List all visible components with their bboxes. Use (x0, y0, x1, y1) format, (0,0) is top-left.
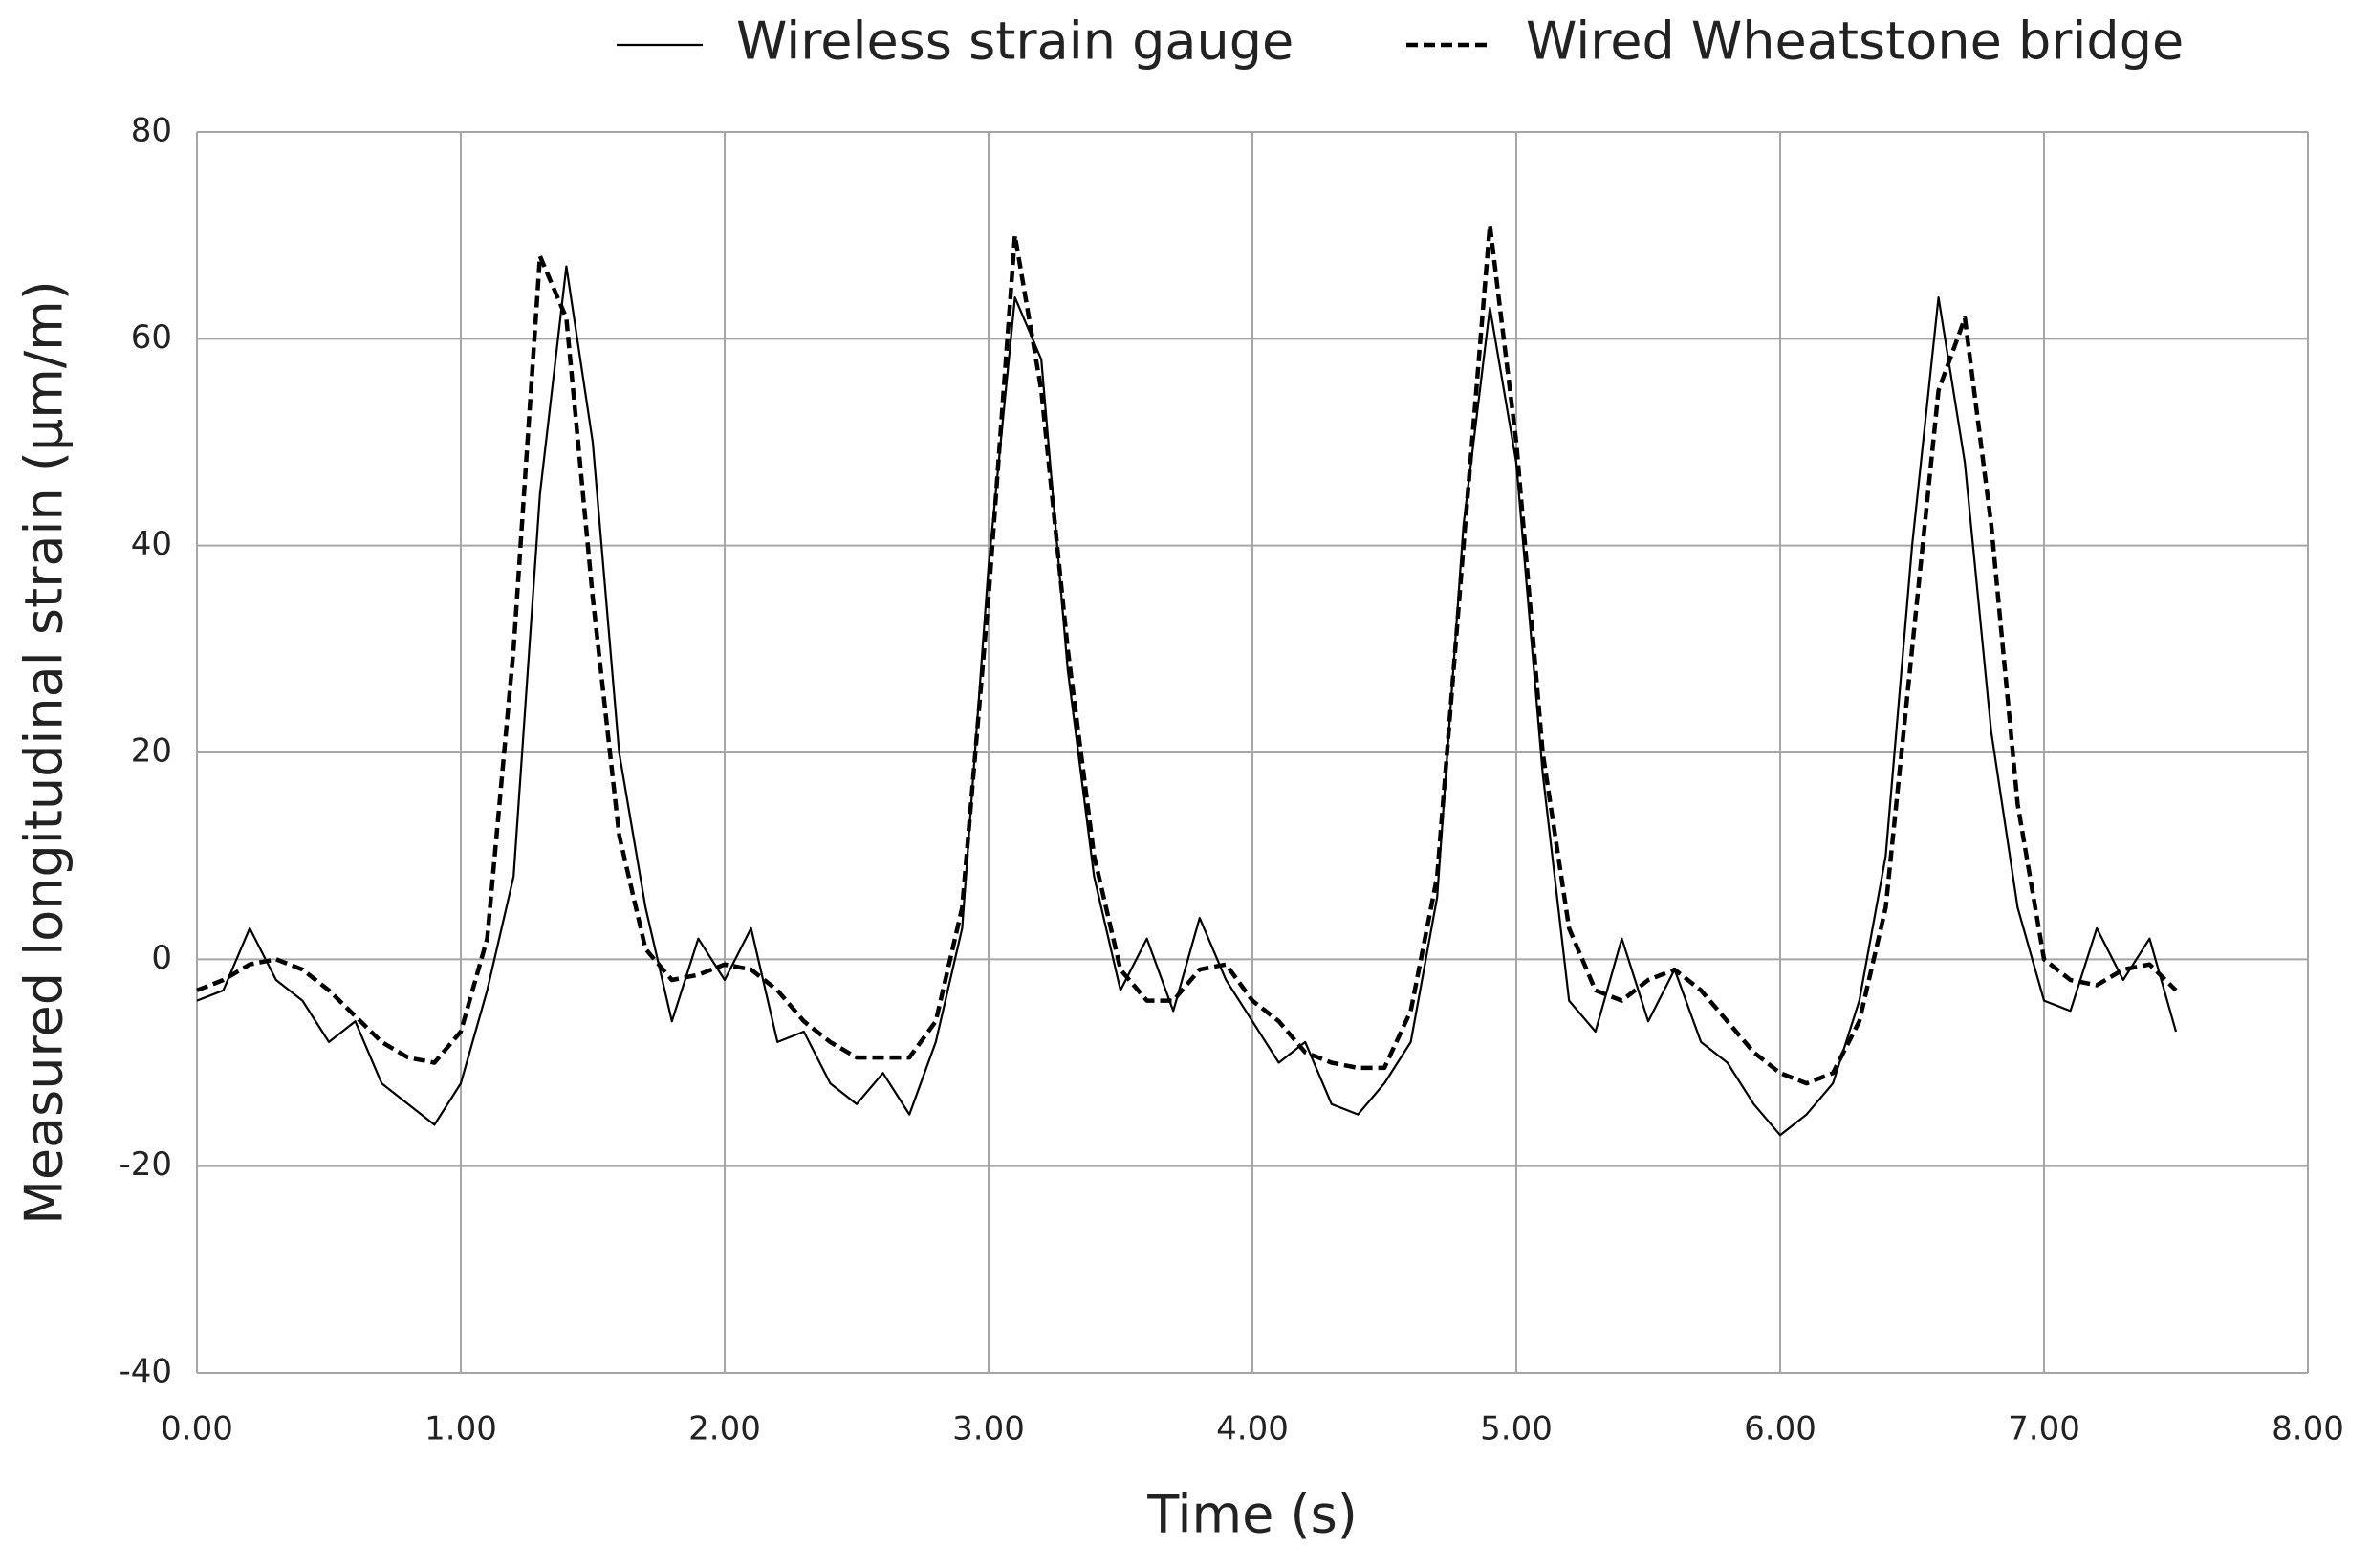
y-tick-label: 20 (131, 732, 172, 771)
series-line (196, 265, 2178, 1137)
legend-label: Wireless strain gauge (736, 11, 1294, 72)
x-tick-label: 5.00 (1480, 1410, 1553, 1448)
x-axis-title: Time (s) (1146, 1485, 1358, 1545)
x-tick-label: 4.00 (1216, 1410, 1289, 1448)
y-tick-label: 80 (131, 112, 172, 150)
y-axis-title: Measured longitudinal strain (µm/m) (14, 280, 75, 1225)
x-tick-label: 0.00 (161, 1410, 233, 1448)
x-tick-label: 2.00 (688, 1410, 761, 1448)
x-tick-label: 6.00 (1744, 1410, 1816, 1448)
x-tick-label: 7.00 (2008, 1410, 2080, 1448)
x-tick-label: 3.00 (952, 1410, 1025, 1448)
y-tick-label: 60 (131, 318, 172, 357)
y-tick-label: 0 (151, 939, 172, 977)
x-tick-label: 1.00 (424, 1410, 497, 1448)
legend-label: Wired Wheatstone bridge (1526, 11, 2184, 72)
x-tick-label: 8.00 (2272, 1410, 2344, 1448)
y-tick-label: 40 (131, 525, 172, 563)
series-line (196, 223, 2178, 1086)
y-tick-label: -20 (119, 1145, 172, 1184)
y-tick-label: -40 (119, 1353, 172, 1391)
